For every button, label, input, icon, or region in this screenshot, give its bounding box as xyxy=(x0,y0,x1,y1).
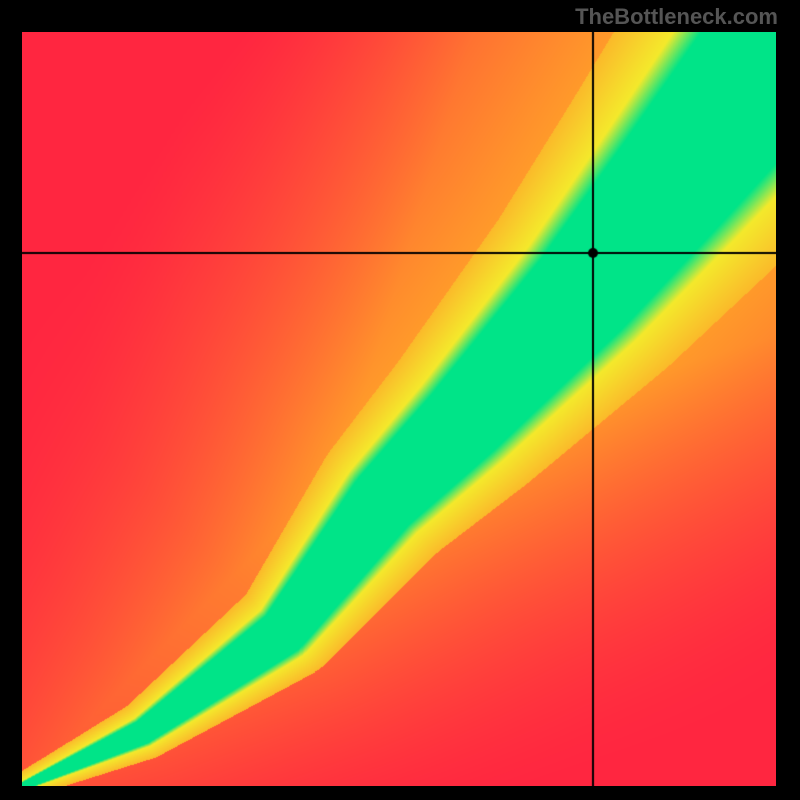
watermark-text: TheBottleneck.com xyxy=(575,4,778,30)
bottleneck-heatmap xyxy=(22,32,776,786)
chart-container: TheBottleneck.com xyxy=(0,0,800,800)
